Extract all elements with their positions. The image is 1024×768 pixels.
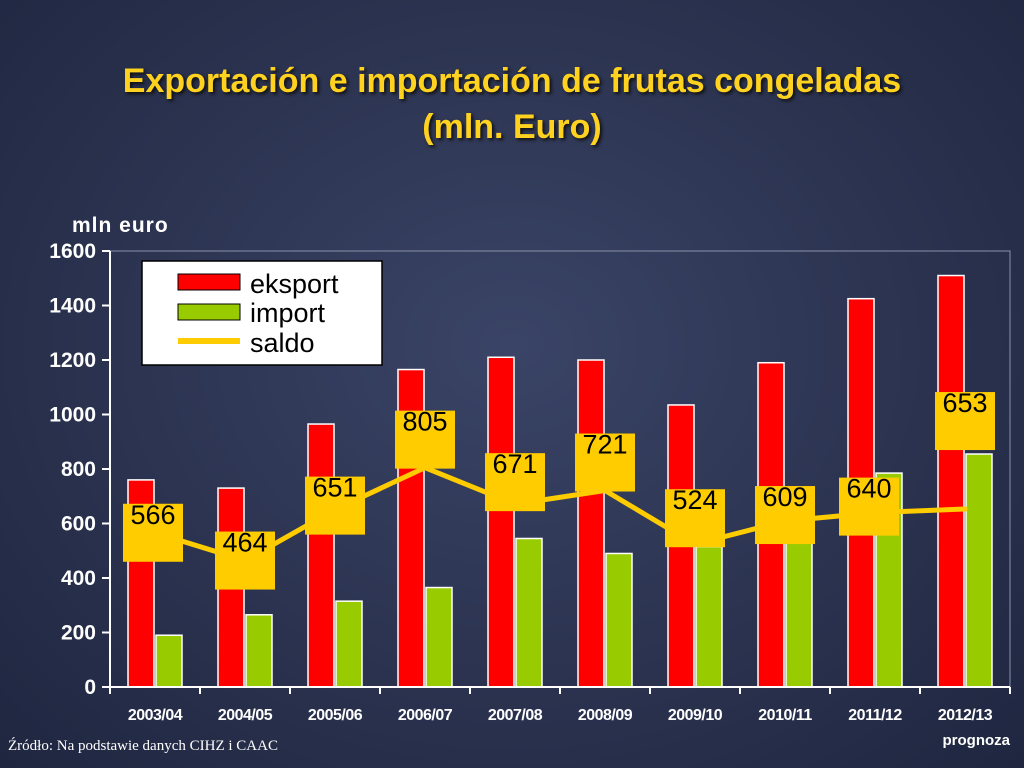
legend-label-eksport: eksport bbox=[250, 269, 339, 299]
data-label-box-2005/06 bbox=[305, 476, 365, 535]
slide-title-line-2: (mln. Euro) bbox=[422, 108, 602, 146]
y-tick-label-800: 800 bbox=[61, 458, 96, 481]
bar-import-2007/08 bbox=[515, 537, 543, 688]
y-tick-label-200: 200 bbox=[61, 622, 96, 645]
source-note: Źródło: Na podstawie danych CIHZ i CAAC bbox=[8, 738, 278, 754]
legend-label-saldo: saldo bbox=[250, 328, 315, 358]
point-saldo-2012/13 bbox=[962, 506, 968, 512]
y-tick-label-1200: 1200 bbox=[49, 349, 96, 372]
forecast-note: prognoza bbox=[942, 732, 1011, 749]
data-label-box-2003/04 bbox=[123, 503, 183, 562]
data-label-saldo-2005/06: 651 bbox=[312, 473, 357, 503]
bar-import-2008/09 bbox=[605, 552, 633, 688]
bar-import-2012/13 bbox=[965, 453, 993, 688]
data-label-box-2007/08 bbox=[485, 453, 545, 512]
x-tick-label-2003/04: 2003/04 bbox=[128, 707, 183, 724]
bar-import-2009/10 bbox=[695, 545, 723, 688]
data-label-saldo-2012/13: 653 bbox=[942, 388, 987, 418]
data-label-box-2011/12 bbox=[839, 477, 899, 536]
bar-eksport-2007/08 bbox=[487, 356, 515, 688]
data-label-saldo-2010/11: 609 bbox=[762, 482, 807, 512]
x-tick-label-2007/08: 2007/08 bbox=[488, 707, 543, 724]
legend-label-import: import bbox=[250, 298, 326, 328]
y-axis-title: mln euro bbox=[72, 214, 169, 237]
data-label-saldo-2004/05: 464 bbox=[222, 528, 267, 558]
data-label-saldo-2008/09: 721 bbox=[582, 430, 627, 460]
data-label-saldo-2011/12: 640 bbox=[846, 474, 891, 504]
legend-swatch-eksport bbox=[177, 273, 241, 291]
bar-import-2010/11 bbox=[785, 525, 813, 688]
y-tick-label-1600: 1600 bbox=[49, 240, 96, 263]
x-tick-label-2010/11: 2010/11 bbox=[758, 707, 812, 724]
data-label-box-2010/11 bbox=[755, 486, 815, 545]
x-tick-label-2006/07: 2006/07 bbox=[398, 707, 453, 724]
bar-import-2005/06 bbox=[335, 600, 363, 688]
data-label-box-2004/05 bbox=[215, 531, 275, 590]
data-label-box-2009/10 bbox=[665, 489, 725, 548]
x-tick-label-2009/10: 2009/10 bbox=[668, 707, 723, 724]
slide-title-line-1: Exportación e importación de frutas cong… bbox=[122, 62, 902, 100]
x-tick-label-2012/13: 2012/13 bbox=[938, 707, 993, 724]
data-label-box-2006/07 bbox=[395, 410, 455, 469]
data-label-box-2008/09 bbox=[575, 433, 635, 492]
x-tick-label-2005/06: 2005/06 bbox=[308, 707, 363, 724]
legend-swatch-import bbox=[177, 303, 241, 321]
x-tick-label-2011/12: 2011/12 bbox=[848, 707, 902, 724]
data-label-box-2012/13 bbox=[935, 392, 995, 451]
x-tick-label-2008/09: 2008/09 bbox=[578, 707, 633, 724]
data-label-saldo-2006/07: 805 bbox=[402, 407, 447, 437]
bar-eksport-2005/06 bbox=[307, 423, 335, 688]
y-tick-label-0: 0 bbox=[84, 676, 96, 699]
bar-import-2004/05 bbox=[245, 614, 273, 688]
data-label-saldo-2003/04: 566 bbox=[130, 500, 175, 530]
y-tick-label-1000: 1000 bbox=[49, 404, 96, 427]
y-tick-label-1400: 1400 bbox=[49, 295, 96, 318]
bar-eksport-2012/13 bbox=[937, 274, 965, 688]
data-label-saldo-2009/10: 524 bbox=[672, 485, 717, 515]
x-tick-label-2004/05: 2004/05 bbox=[218, 707, 273, 724]
y-tick-label-400: 400 bbox=[61, 567, 96, 590]
bar-import-2003/04 bbox=[155, 634, 183, 688]
bar-import-2006/07 bbox=[425, 586, 453, 688]
data-label-saldo-2007/08: 671 bbox=[492, 449, 537, 479]
slide-title: Exportación e importación de frutas cong… bbox=[0, 58, 1024, 150]
line-saldo bbox=[152, 465, 968, 564]
bar-eksport-2008/09 bbox=[577, 359, 605, 688]
y-tick-label-600: 600 bbox=[61, 513, 96, 536]
